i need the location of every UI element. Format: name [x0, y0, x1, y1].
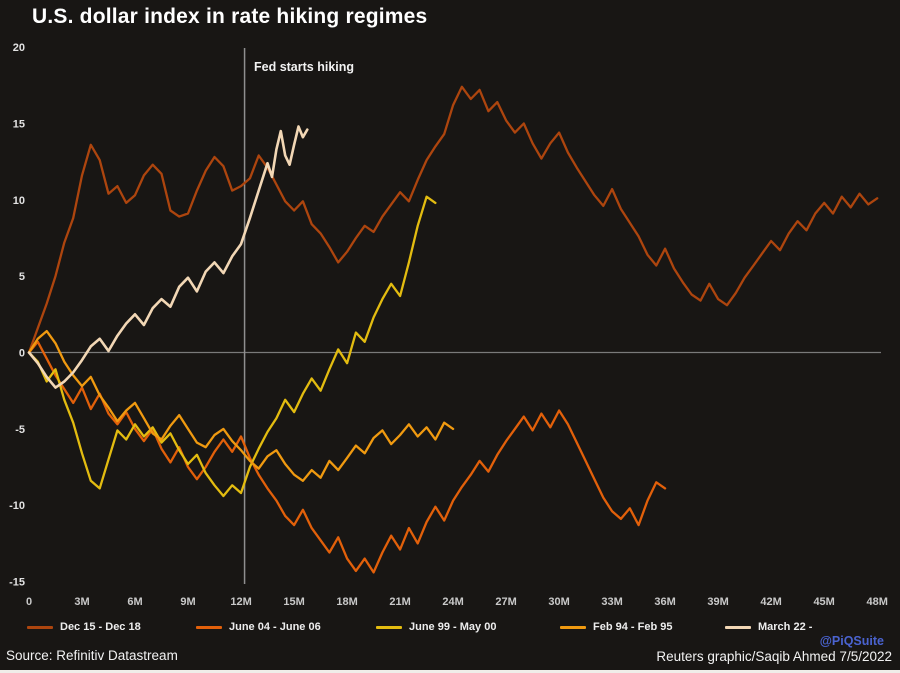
- x-axis-tick-label: 30M: [548, 596, 569, 608]
- legend-swatch: [196, 625, 222, 629]
- legend-swatch: [560, 625, 586, 629]
- bottom-border: [0, 670, 900, 673]
- x-axis-tick-label: 18M: [336, 596, 357, 608]
- legend-label: Feb 94 - Feb 95: [593, 621, 673, 633]
- x-axis-tick-label: 33M: [601, 596, 622, 608]
- legend-label: June 99 - May 00: [409, 621, 497, 633]
- chart-title: U.S. dollar index in rate hiking regimes: [32, 5, 428, 28]
- y-axis-tick-label: 0: [19, 348, 25, 360]
- x-axis-tick-label: 24M: [442, 596, 463, 608]
- x-axis-tick-label: 12M: [230, 596, 251, 608]
- y-axis-tick-label: 20: [13, 42, 25, 54]
- credit-note: Reuters graphic/Saqib Ahmed 7/5/2022: [656, 649, 892, 664]
- x-axis-tick-label: 39M: [707, 596, 728, 608]
- legend-item-2: June 99 - May 00: [376, 621, 496, 633]
- x-axis-tick-label: 21M: [389, 596, 410, 608]
- series-line-4: [27, 125, 309, 389]
- legend-item-3: Feb 94 - Feb 95: [560, 621, 672, 633]
- x-axis-tick-label: 36M: [654, 596, 675, 608]
- fed-starts-hiking-annotation: Fed starts hiking: [254, 60, 355, 74]
- x-axis-tick-label: 48M: [866, 596, 887, 608]
- y-axis-tick-label: -5: [15, 424, 25, 436]
- y-axis-tick-label: 5: [19, 271, 25, 283]
- legend-swatch: [27, 625, 53, 629]
- series-line-1: [27, 340, 667, 574]
- legend-swatch: [725, 625, 751, 629]
- series-line-0: [27, 85, 879, 354]
- x-axis-tick-label: 45M: [813, 596, 834, 608]
- x-axis-tick-label: 6M: [127, 596, 142, 608]
- legend-swatch: [376, 625, 402, 629]
- series-line-3: [27, 329, 455, 482]
- legend-item-4: March 22 -: [725, 621, 812, 633]
- y-axis-tick-label: -10: [9, 500, 25, 512]
- legend-item-1: June 04 - June 06: [196, 621, 321, 633]
- x-axis-tick-label: 0: [26, 596, 32, 608]
- legend-label: June 04 - June 06: [229, 621, 321, 633]
- piqsuite-watermark: @PiQSuite: [819, 634, 884, 648]
- legend-item-0: Dec 15 - Dec 18: [27, 621, 141, 633]
- x-axis-tick-label: 27M: [495, 596, 516, 608]
- x-axis-tick-label: 9M: [180, 596, 195, 608]
- legend-label: Dec 15 - Dec 18: [60, 621, 141, 633]
- y-axis-tick-label: 15: [13, 118, 25, 130]
- series-line-2: [27, 195, 437, 498]
- y-axis-tick-label: 10: [13, 195, 25, 207]
- x-axis-tick-label: 3M: [74, 596, 89, 608]
- source-note: Source: Refinitiv Datastream: [6, 648, 178, 663]
- x-axis-tick-label: 42M: [760, 596, 781, 608]
- legend-label: March 22 -: [758, 621, 813, 633]
- x-axis-tick-label: 15M: [283, 596, 304, 608]
- y-axis-tick-label: -15: [9, 577, 25, 589]
